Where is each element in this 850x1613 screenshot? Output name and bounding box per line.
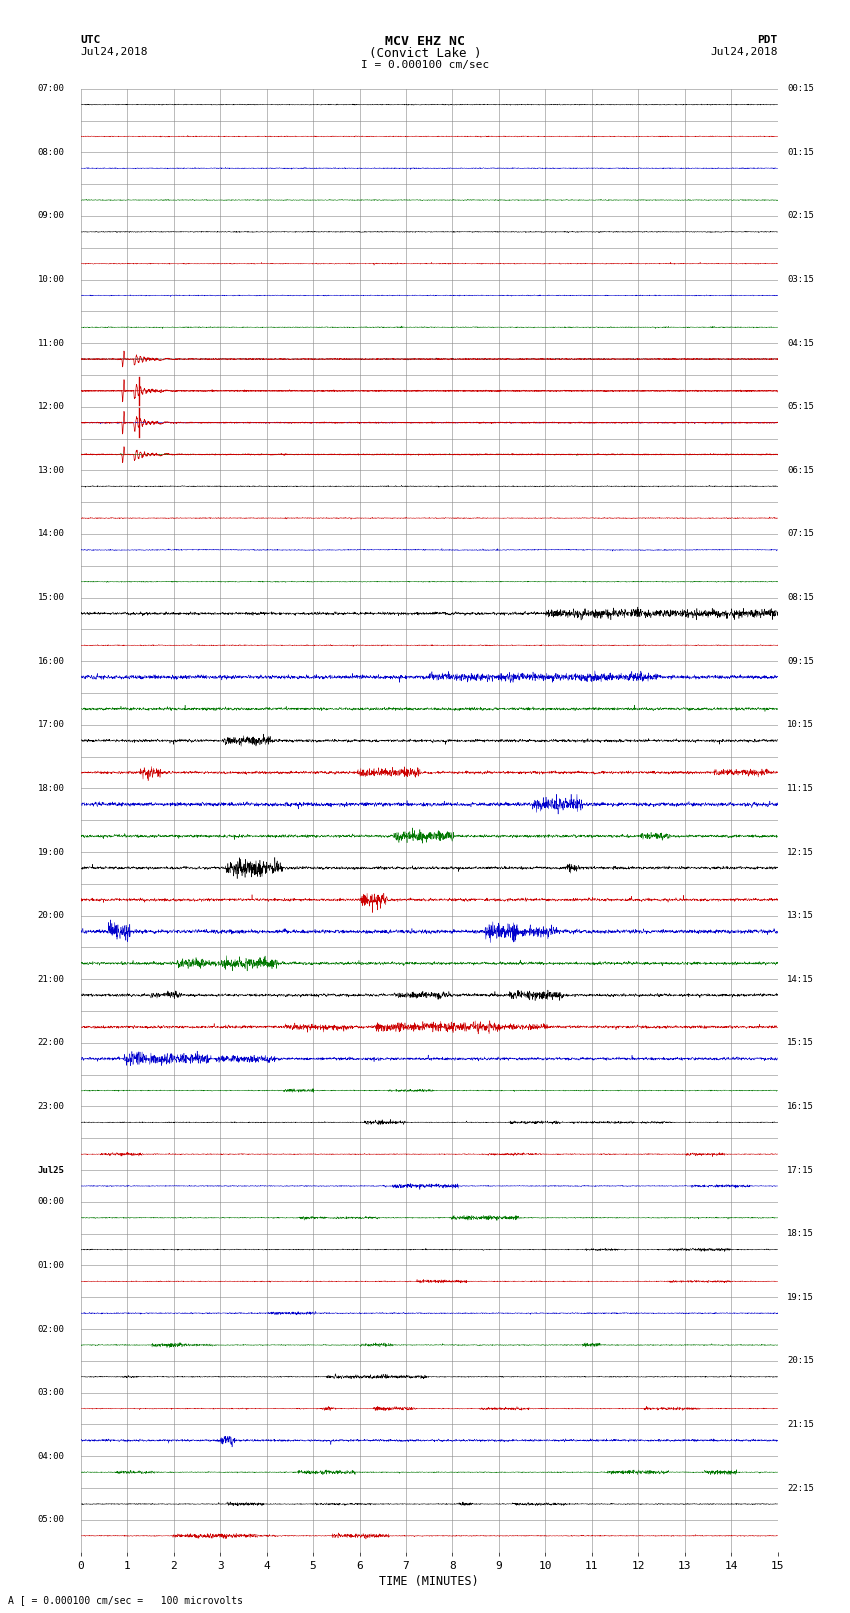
Text: 19:15: 19:15 bbox=[787, 1292, 814, 1302]
Text: 09:00: 09:00 bbox=[37, 211, 65, 221]
Text: 05:00: 05:00 bbox=[37, 1515, 65, 1524]
Text: 01:15: 01:15 bbox=[787, 148, 814, 156]
Text: 16:00: 16:00 bbox=[37, 656, 65, 666]
Text: 11:15: 11:15 bbox=[787, 784, 814, 794]
Text: 22:00: 22:00 bbox=[37, 1039, 65, 1047]
Text: 13:15: 13:15 bbox=[787, 911, 814, 919]
Text: 15:15: 15:15 bbox=[787, 1039, 814, 1047]
Text: Jul24,2018: Jul24,2018 bbox=[81, 47, 148, 56]
Text: 02:00: 02:00 bbox=[37, 1324, 65, 1334]
Text: 20:15: 20:15 bbox=[787, 1357, 814, 1365]
Text: MCV EHZ NC: MCV EHZ NC bbox=[385, 35, 465, 48]
Text: 14:15: 14:15 bbox=[787, 974, 814, 984]
Text: 00:00: 00:00 bbox=[37, 1197, 65, 1207]
Text: 03:00: 03:00 bbox=[37, 1389, 65, 1397]
Text: A [ = 0.000100 cm/sec =   100 microvolts: A [ = 0.000100 cm/sec = 100 microvolts bbox=[8, 1595, 243, 1605]
Text: 06:15: 06:15 bbox=[787, 466, 814, 474]
Text: 17:15: 17:15 bbox=[787, 1166, 814, 1174]
Text: 21:00: 21:00 bbox=[37, 974, 65, 984]
Text: 14:00: 14:00 bbox=[37, 529, 65, 539]
Text: 05:15: 05:15 bbox=[787, 402, 814, 411]
Text: I = 0.000100 cm/sec: I = 0.000100 cm/sec bbox=[361, 60, 489, 69]
Text: (Convict Lake ): (Convict Lake ) bbox=[369, 47, 481, 60]
Text: 10:00: 10:00 bbox=[37, 276, 65, 284]
Text: 15:00: 15:00 bbox=[37, 594, 65, 602]
Text: 18:00: 18:00 bbox=[37, 784, 65, 794]
Text: 12:00: 12:00 bbox=[37, 402, 65, 411]
Text: 00:15: 00:15 bbox=[787, 84, 814, 94]
Text: 21:15: 21:15 bbox=[787, 1419, 814, 1429]
Text: UTC: UTC bbox=[81, 35, 101, 45]
Text: 12:15: 12:15 bbox=[787, 847, 814, 857]
Text: 10:15: 10:15 bbox=[787, 721, 814, 729]
X-axis label: TIME (MINUTES): TIME (MINUTES) bbox=[379, 1574, 479, 1587]
Text: 19:00: 19:00 bbox=[37, 847, 65, 857]
Text: 16:15: 16:15 bbox=[787, 1102, 814, 1111]
Text: 20:00: 20:00 bbox=[37, 911, 65, 919]
Text: 04:15: 04:15 bbox=[787, 339, 814, 348]
Text: 11:00: 11:00 bbox=[37, 339, 65, 348]
Text: 04:00: 04:00 bbox=[37, 1452, 65, 1461]
Text: 03:15: 03:15 bbox=[787, 276, 814, 284]
Text: 13:00: 13:00 bbox=[37, 466, 65, 474]
Text: 17:00: 17:00 bbox=[37, 721, 65, 729]
Text: 07:15: 07:15 bbox=[787, 529, 814, 539]
Text: 02:15: 02:15 bbox=[787, 211, 814, 221]
Text: Jul24,2018: Jul24,2018 bbox=[711, 47, 778, 56]
Text: 09:15: 09:15 bbox=[787, 656, 814, 666]
Text: 22:15: 22:15 bbox=[787, 1484, 814, 1492]
Text: 23:00: 23:00 bbox=[37, 1102, 65, 1111]
Text: 01:00: 01:00 bbox=[37, 1261, 65, 1269]
Text: 08:00: 08:00 bbox=[37, 148, 65, 156]
Text: PDT: PDT bbox=[757, 35, 778, 45]
Text: Jul25: Jul25 bbox=[37, 1166, 65, 1174]
Text: 07:00: 07:00 bbox=[37, 84, 65, 94]
Text: 18:15: 18:15 bbox=[787, 1229, 814, 1239]
Text: 08:15: 08:15 bbox=[787, 594, 814, 602]
